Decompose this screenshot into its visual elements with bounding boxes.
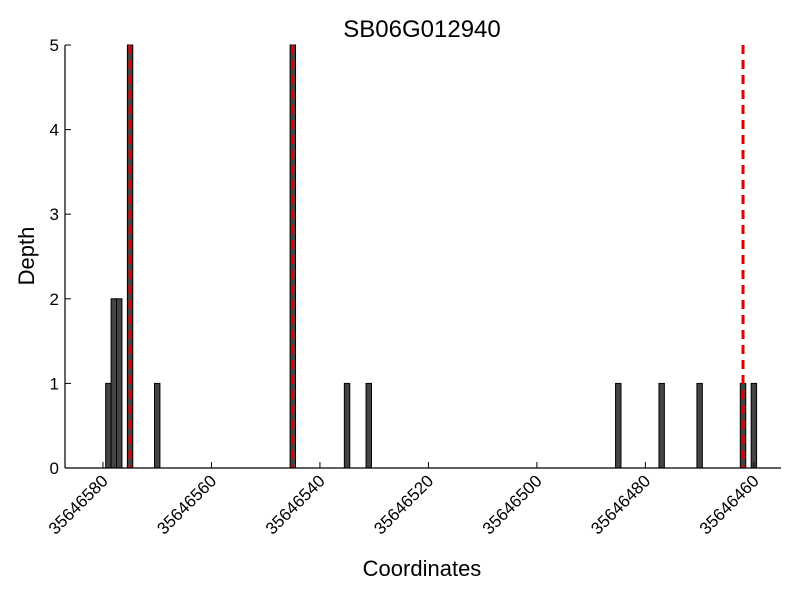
chart-title: SB06G012940 [343,16,500,43]
bar-8 [615,382,622,469]
x-tick-label-2: 35646540 [262,471,329,538]
bar-2 [116,298,123,469]
reference-lines-layer [128,45,745,468]
y-axis-label: Depth [14,227,39,286]
bar-1 [110,298,118,469]
x-tick-label-1: 35646560 [153,471,220,538]
y-tick-label-2: 2 [50,290,59,309]
y-tick-label-1: 1 [50,374,59,393]
x-tick-label-0: 35646580 [45,471,112,538]
bar-0 [105,382,112,469]
x-tick-label-6: 35646460 [696,471,763,538]
x-tick-label-3: 35646520 [370,471,437,538]
bar-12 [750,382,758,469]
y-tick-label-0: 0 [50,459,59,478]
x-tick-label-5: 35646480 [587,471,654,538]
bar-10 [696,382,703,469]
y-tick-label-5: 5 [50,36,59,55]
x-axis-label: Coordinates [363,556,482,581]
x-tick-label-4: 35646500 [479,471,546,538]
y-tick-label-3: 3 [50,205,59,224]
bar-7 [365,382,372,469]
y-tick-label-4: 4 [50,121,59,140]
bar-9 [658,382,665,469]
bars-layer [105,44,758,469]
bar-6 [343,382,351,469]
bar-4 [154,382,161,469]
